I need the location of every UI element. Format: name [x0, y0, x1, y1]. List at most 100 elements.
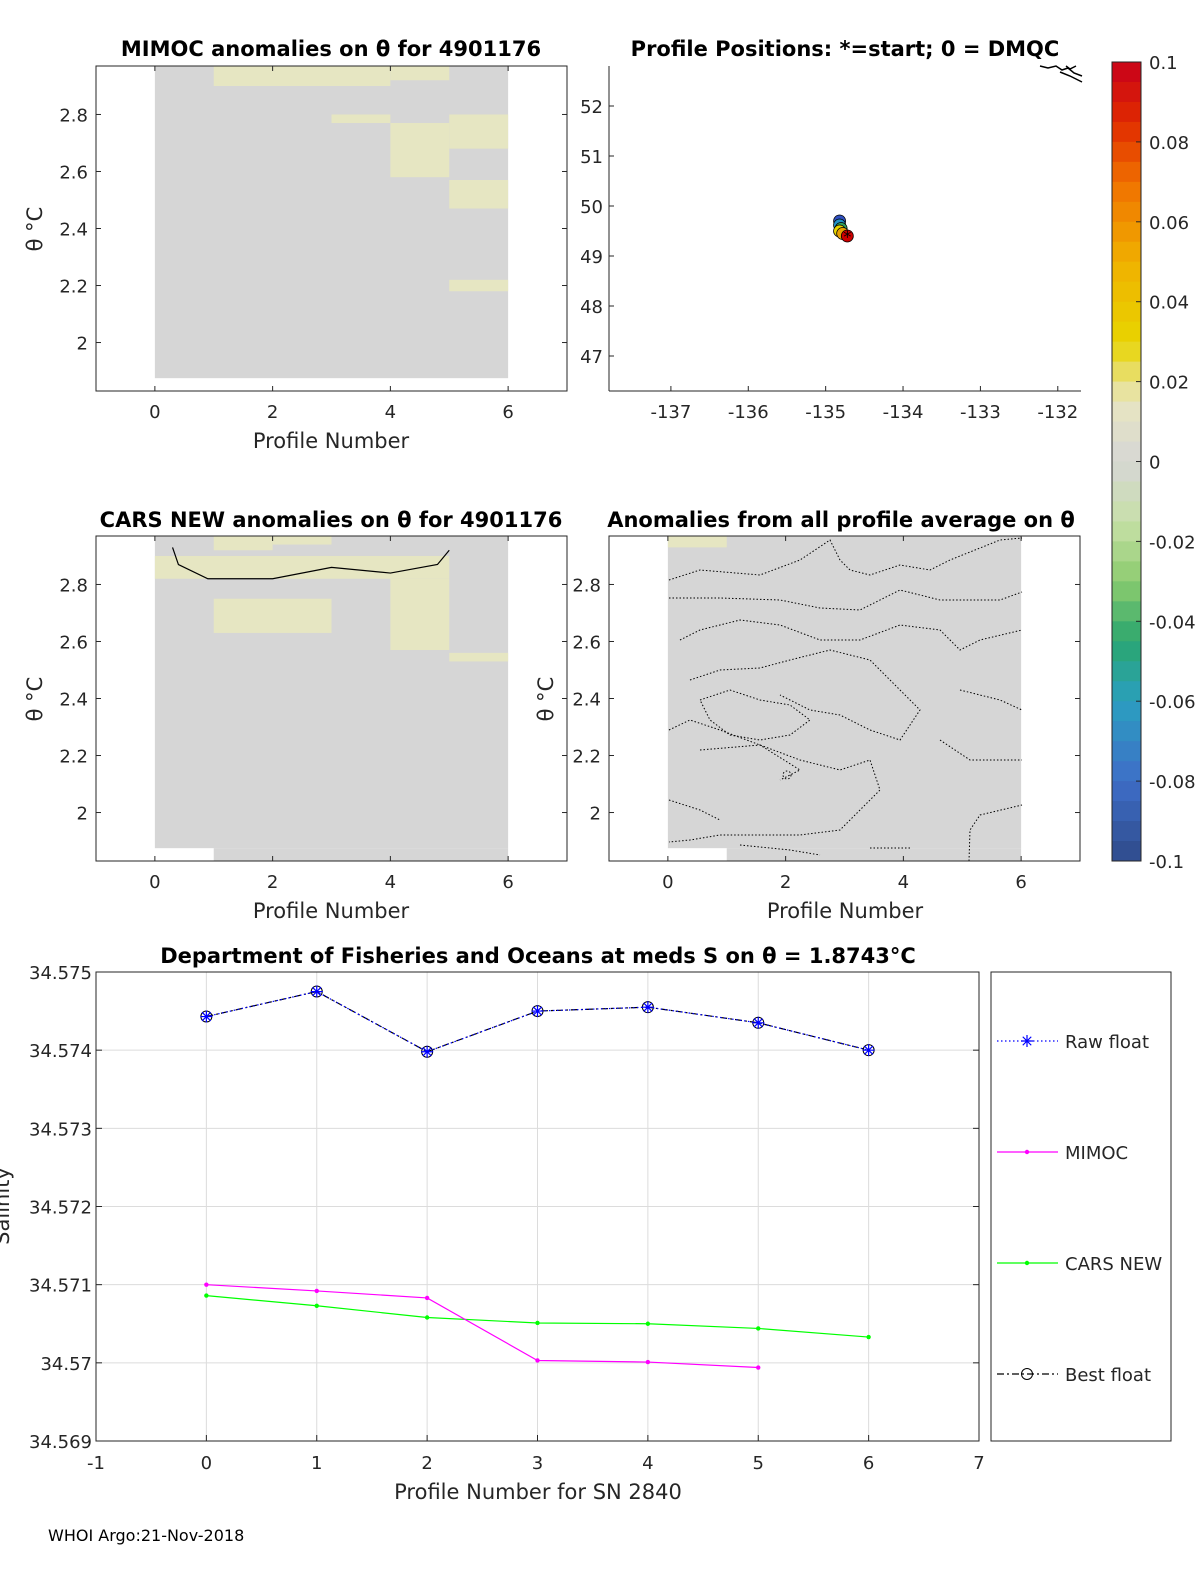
data-point: [756, 1326, 761, 1331]
y-tick-label: 2: [77, 334, 88, 355]
legend-label: Best float: [1065, 1365, 1151, 1386]
x-tick-label: 2: [421, 1453, 432, 1474]
data-point: [535, 1358, 540, 1363]
x-tick-label: 6: [863, 1453, 874, 1474]
mimoc-heatmap: [154, 66, 509, 379]
heatmap-cell: [213, 536, 273, 551]
legend-box: [990, 971, 1172, 1442]
colorbar-stripe: [1112, 781, 1141, 802]
colorbar-stripe: [1112, 161, 1141, 183]
colorbar-stripe: [1112, 381, 1141, 403]
data-point: [756, 1365, 761, 1370]
x-tick-label: -137: [650, 402, 691, 423]
heatmap-cell: [154, 555, 450, 579]
allavg-xlabel: Profile Number: [767, 899, 924, 923]
data-point: [1024, 1149, 1030, 1155]
allavg-ticks: 0 2 4 6 2 2.2 2.4 2.6 2.8: [572, 536, 1080, 893]
colorbar-tick-label: -0.1: [1149, 852, 1184, 873]
heatmap-cell: [331, 114, 391, 124]
data-point: [1021, 1035, 1033, 1047]
colorbar-stripe: [1112, 481, 1141, 502]
colorbar-stripe: [1112, 221, 1141, 243]
heatmap-field: [154, 536, 509, 849]
colorbar-tick-label: 0: [1149, 453, 1160, 474]
positions-ticks: -137 -136 -135 -134 -133 -132 47 48 49 50 51 52: [580, 97, 1078, 423]
colorbar-tick-label: -0.06: [1149, 692, 1196, 713]
y-tick-label: 48: [580, 297, 603, 318]
cars-contour-line: [171, 547, 450, 580]
data-point: [641, 1001, 654, 1014]
cars-title: CARS NEW anomalies on θ for 4901176: [100, 508, 563, 532]
allavg-ylabel: θ °C: [534, 677, 558, 722]
heatmap-cell: [272, 536, 332, 545]
x-tick-label: 4: [642, 1453, 653, 1474]
colorbar-tick-label: -0.02: [1149, 532, 1196, 553]
coastline-outline: [1039, 65, 1083, 83]
colorbar-stripe: [1112, 301, 1141, 323]
mimoc-xlabel: Profile Number: [253, 429, 410, 453]
heatmap-cell: [449, 652, 509, 662]
colorbar-gradient: [1112, 62, 1141, 862]
colorbar: 0.1 0.08 0.06 0.04 0.02 0 -0.02 -0.04 -0.06 -0.08…: [1111, 53, 1196, 873]
salinity-title: Department of Fisheries and Oceans at me…: [160, 944, 916, 968]
x-tick-label: 4: [385, 872, 396, 893]
mimoc-panel: MIMOC anomalies on θ for 4901176 0 2 4 6 2 2.…: [23, 37, 568, 453]
x-tick-label: -132: [1037, 402, 1078, 423]
x-tick-label: 3: [532, 1453, 543, 1474]
x-tick-label: 4: [385, 402, 396, 423]
colorbar-stripe: [1112, 841, 1141, 862]
colorbar-stripe: [1112, 81, 1141, 103]
data-point: [424, 1295, 430, 1301]
y-tick-label: 49: [580, 247, 603, 268]
data-point: [314, 1303, 319, 1308]
heatmap-cell: [667, 536, 727, 548]
heatmap-field: [667, 536, 1022, 849]
legend-label: Raw float: [1065, 1032, 1149, 1053]
colorbar-stripe: [1112, 641, 1141, 662]
cars-xlabel: Profile Number: [253, 899, 410, 923]
x-tick-label: -136: [728, 402, 769, 423]
data-point: [752, 1016, 765, 1029]
y-tick-label: 2.4: [59, 220, 88, 241]
data-point: [424, 1315, 430, 1320]
x-tick-label: 2: [267, 872, 278, 893]
position-markers: *: [833, 214, 854, 246]
colorbar-stripe: [1112, 601, 1141, 622]
colorbar-stripe: [1112, 281, 1141, 303]
salinity-ticks: -1 0 1 2 3 4 5 6 7 34.569 34.57 34.571 34.572 34.573 3…: [29, 963, 985, 1474]
y-tick-label: 2.4: [572, 690, 601, 711]
data-point: [200, 1010, 213, 1023]
x-tick-label: 4: [898, 872, 909, 893]
legend-label: CARS NEW: [1065, 1254, 1162, 1275]
x-tick-label: 7: [973, 1453, 984, 1474]
start-marker: *: [843, 227, 851, 246]
colorbar-tick-label: 0.08: [1149, 133, 1189, 154]
allavg-title: Anomalies from all profile average on θ: [607, 508, 1075, 532]
colorbar-stripe: [1112, 441, 1141, 462]
data-point: [535, 1320, 540, 1326]
heatmap-cell: [449, 279, 509, 292]
y-tick-label: 47: [580, 347, 603, 368]
colorbar-tick-label: -0.04: [1149, 612, 1196, 633]
y-tick-label: 50: [580, 197, 603, 218]
y-tick-label: 2: [590, 804, 601, 825]
colorbar-stripe: [1112, 661, 1141, 682]
data-point: [421, 1045, 434, 1058]
y-tick-label: 2.8: [59, 105, 88, 126]
series-line-mimoc: [206, 1284, 759, 1369]
heatmap-cell: [449, 180, 509, 209]
x-tick-label: 0: [149, 402, 160, 423]
allavg-dotted-contours: [668, 537, 1023, 862]
data-point: [204, 1282, 209, 1287]
y-tick-label: 2.8: [59, 575, 88, 596]
colorbar-stripe: [1112, 581, 1141, 602]
legend-items: Raw float MIMOC CARS NEW Best float: [997, 1032, 1162, 1386]
data-point: [1024, 1260, 1030, 1266]
y-tick-label: 2.2: [59, 747, 88, 768]
colorbar-stripe: [1112, 821, 1141, 842]
data-point: [310, 985, 323, 998]
legend-label: MIMOC: [1065, 1143, 1128, 1164]
heatmap-field-lower: [726, 848, 1022, 861]
y-tick-label: 2.2: [572, 747, 601, 768]
